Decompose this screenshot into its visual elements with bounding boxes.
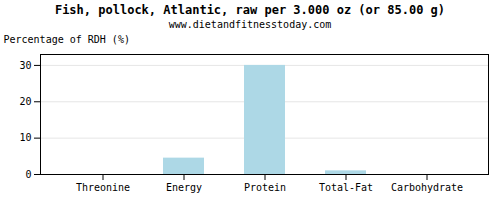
svg-text:0: 0 xyxy=(25,169,31,180)
svg-text:20: 20 xyxy=(19,96,31,107)
svg-text:30: 30 xyxy=(19,60,31,71)
svg-text:Total-Fat: Total-Fat xyxy=(319,182,373,193)
svg-text:Protein: Protein xyxy=(244,182,286,193)
svg-text:Percentage of RDH (%): Percentage of RDH (%) xyxy=(4,34,130,45)
svg-text:Threonine: Threonine xyxy=(76,182,130,193)
html-text:www.dietandfitnesstoday.com: www.dietandfitnesstoday.com xyxy=(168,19,332,30)
html-text:Fish, pollock, Atlantic, raw p: Fish, pollock, Atlantic, raw per 3.000 o… xyxy=(54,3,446,17)
svg-text:Carbohydrate: Carbohydrate xyxy=(391,182,463,193)
svg-text:10: 10 xyxy=(19,132,31,143)
svg-text:Energy: Energy xyxy=(166,182,202,193)
